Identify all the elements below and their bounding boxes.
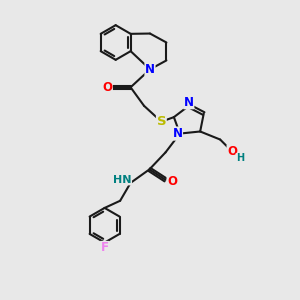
Text: O: O	[167, 175, 177, 188]
Text: H: H	[236, 153, 244, 164]
Text: O: O	[227, 145, 237, 158]
Text: N: N	[145, 63, 155, 76]
Text: N: N	[184, 96, 194, 109]
Text: N: N	[172, 127, 182, 140]
Text: O: O	[102, 81, 112, 94]
Text: HN: HN	[113, 175, 131, 185]
Text: S: S	[157, 115, 166, 128]
Text: F: F	[100, 242, 109, 254]
